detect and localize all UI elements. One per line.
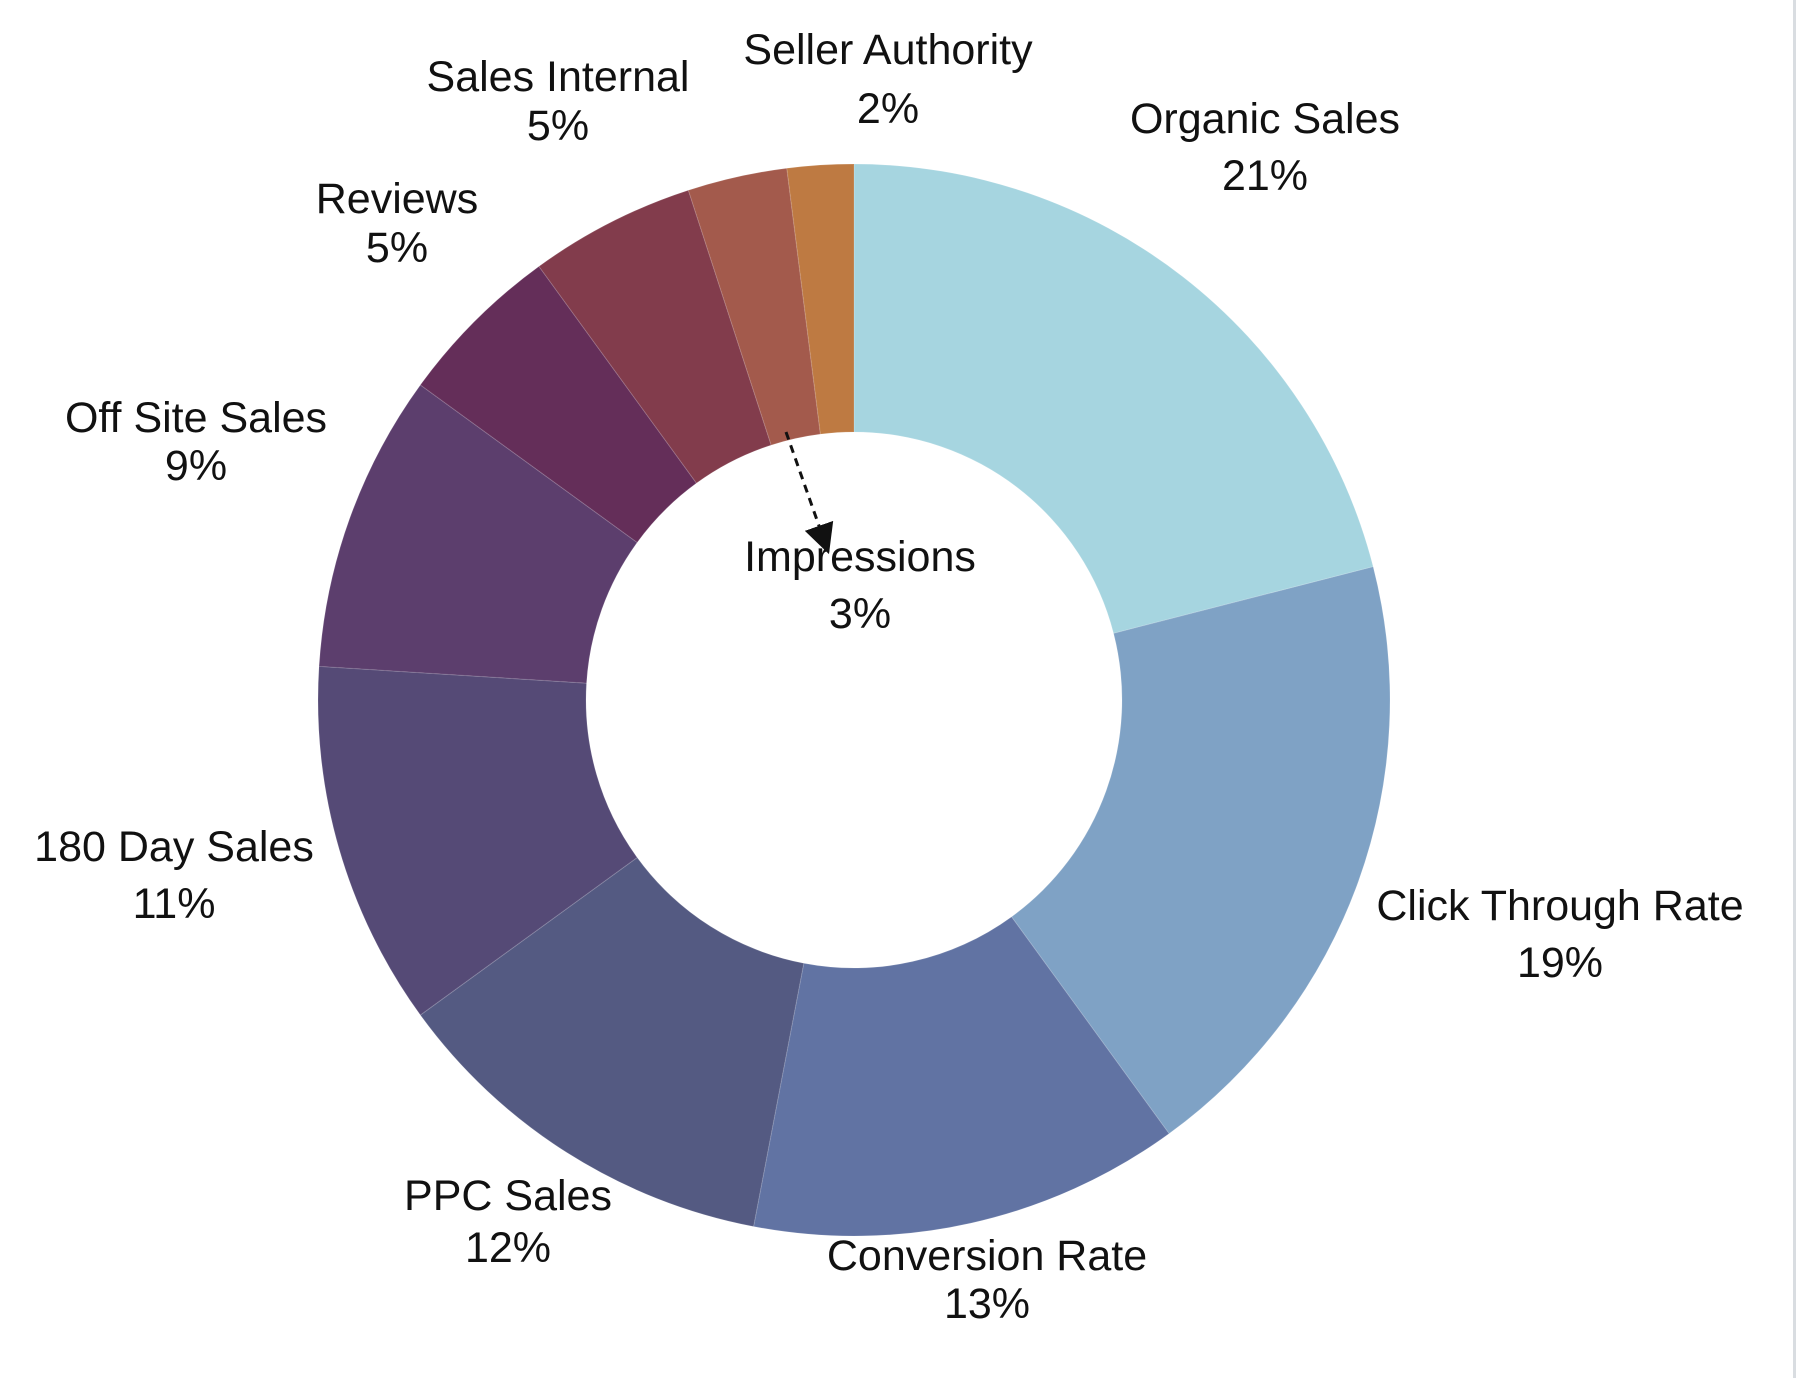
slice-percent-label: 5% [527, 102, 589, 150]
slice-label-seller-authority: Seller Authority 2% [743, 26, 1033, 133]
slice-label-click-through-rate: Click Through Rate 19% [1376, 882, 1743, 987]
labels-layer: Organic Sales 21% Click Through Rate 19% Con… [34, 26, 1743, 1328]
slice-180-day-sales [317, 665, 638, 1016]
slice-name-label: Sales Internal [427, 53, 690, 101]
slice-name-label: Impressions [744, 533, 976, 581]
slice-ppc-sales [419, 856, 805, 1228]
slice-name-label: Conversion Rate [827, 1232, 1147, 1280]
slice-name-label: Click Through Rate [1376, 882, 1743, 930]
slice-off-site-sales [318, 384, 638, 684]
slice-percent-label: 12% [465, 1224, 551, 1272]
slice-percent-label: 2% [857, 85, 919, 133]
slice-percent-label: 9% [165, 442, 227, 490]
slice-percent-label: 21% [1222, 152, 1308, 200]
slice-reviews [419, 265, 698, 544]
slice-conversion-rate [752, 916, 1170, 1237]
slice-impressions [687, 167, 821, 446]
slice-label-organic-sales: Organic Sales 21% [1130, 95, 1400, 200]
slice-name-label: Organic Sales [1130, 95, 1400, 143]
slice-name-label: Reviews [316, 175, 479, 223]
slice-click-through-rate [1010, 566, 1391, 1135]
slices-layer [317, 163, 1391, 1237]
impressions-leader-arrow [784, 431, 834, 555]
slice-percent-label: 3% [829, 590, 891, 638]
slice-percent-label: 11% [133, 880, 216, 928]
right-edge-divider [1793, 0, 1796, 1378]
slice-organic-sales [853, 163, 1374, 634]
slice-label-impressions: Impressions 3% [744, 533, 976, 638]
slice-percent-label: 5% [366, 224, 428, 272]
slice-name-label: Off Site Sales [65, 394, 327, 442]
slice-name-label: 180 Day Sales [34, 823, 314, 871]
slice-percent-label: 13% [944, 1280, 1030, 1328]
slice-name-label: PPC Sales [404, 1172, 612, 1220]
slice-name-label: Seller Authority [743, 26, 1033, 74]
slice-percent-label: 19% [1517, 939, 1603, 987]
slice-seller-authority [786, 163, 855, 435]
slice-label-180-day-sales: 180 Day Sales 11% [34, 823, 314, 928]
